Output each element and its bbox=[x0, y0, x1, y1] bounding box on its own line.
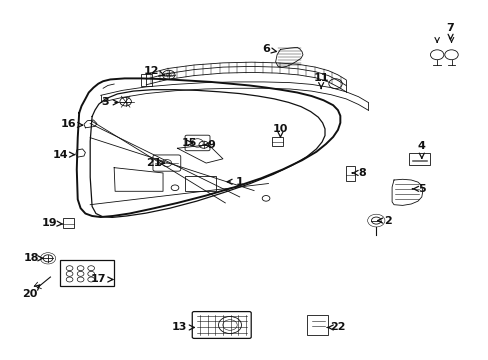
Text: 17: 17 bbox=[90, 274, 113, 284]
Text: 5: 5 bbox=[411, 184, 425, 194]
Text: 20: 20 bbox=[22, 285, 40, 298]
Text: 14: 14 bbox=[52, 150, 74, 159]
Text: 12: 12 bbox=[143, 66, 164, 76]
Text: 22: 22 bbox=[326, 323, 345, 333]
Text: 8: 8 bbox=[352, 168, 365, 178]
Text: 2: 2 bbox=[377, 216, 391, 226]
Text: 19: 19 bbox=[41, 218, 63, 228]
Text: 15: 15 bbox=[182, 138, 197, 148]
Text: 6: 6 bbox=[262, 45, 276, 54]
Text: 18: 18 bbox=[23, 253, 43, 263]
Text: 10: 10 bbox=[272, 124, 287, 137]
Text: 16: 16 bbox=[61, 119, 82, 129]
Text: 3: 3 bbox=[102, 98, 118, 107]
Text: 13: 13 bbox=[172, 323, 194, 333]
Text: 4: 4 bbox=[417, 141, 425, 158]
Text: 21: 21 bbox=[145, 158, 164, 168]
Text: 11: 11 bbox=[313, 73, 328, 88]
Text: 9: 9 bbox=[204, 140, 214, 150]
Text: 1: 1 bbox=[226, 177, 243, 187]
Text: 7: 7 bbox=[446, 23, 453, 40]
